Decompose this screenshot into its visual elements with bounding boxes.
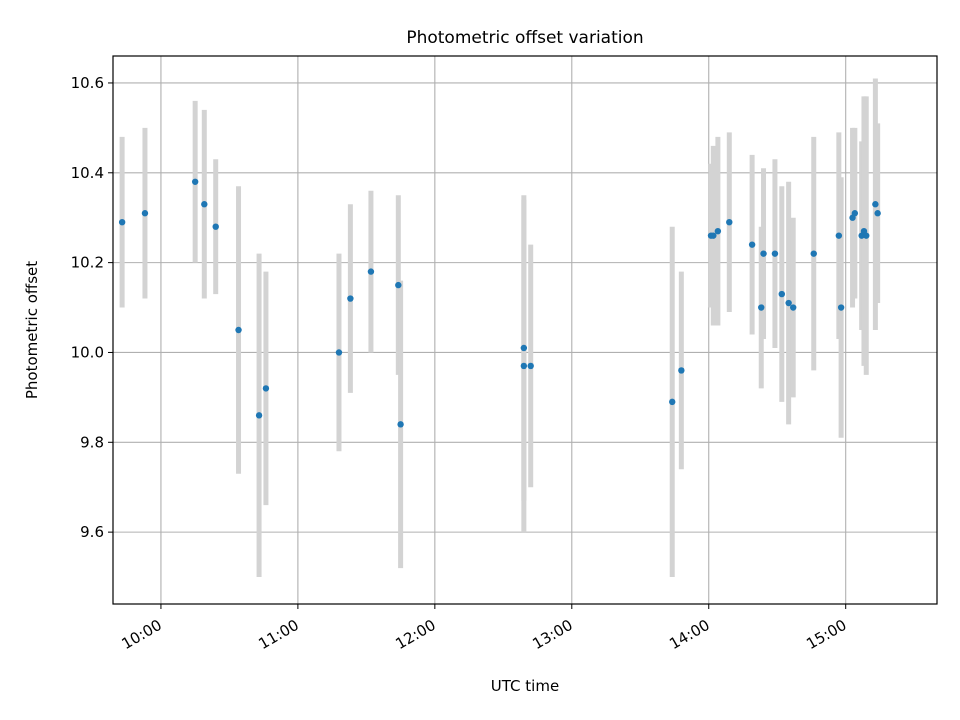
data-point <box>874 210 881 217</box>
data-point <box>212 223 219 230</box>
y-axis: 9.6 9.8 10.0 10.2 10.4 10.6 <box>71 74 113 541</box>
data-point <box>520 362 528 370</box>
y-tick-label: 9.6 <box>80 523 104 541</box>
y-tick-label: 10.0 <box>71 343 104 361</box>
data-point <box>527 362 534 370</box>
data-point <box>785 299 792 307</box>
data-point <box>837 304 845 311</box>
data-point <box>758 304 765 311</box>
data-point <box>678 367 685 374</box>
data-point <box>872 201 879 208</box>
data-point <box>851 210 859 217</box>
chart-title: Photometric offset variation <box>406 28 643 48</box>
y-tick-label: 9.8 <box>80 433 104 451</box>
data-point <box>235 326 242 334</box>
data-point <box>262 385 270 392</box>
data-point <box>760 250 767 257</box>
data-point <box>347 295 354 302</box>
y-tick-label: 10.6 <box>71 74 104 92</box>
data-point <box>835 232 843 239</box>
data-point <box>726 218 733 226</box>
data-point <box>397 421 404 428</box>
data-point <box>789 304 797 311</box>
data-point <box>255 412 263 419</box>
data-point <box>118 218 126 226</box>
data-point <box>191 178 199 185</box>
y-tick-label: 10.4 <box>71 164 104 182</box>
data-point <box>520 344 528 352</box>
data-point <box>710 232 717 239</box>
data-point <box>335 349 343 356</box>
plot-frame <box>112 55 938 605</box>
data-point <box>395 281 402 289</box>
y-axis-label: Photometric offset <box>23 261 41 399</box>
data-point <box>863 232 870 239</box>
y-tick-label: 10.2 <box>71 254 104 272</box>
data-points <box>118 178 881 428</box>
data-point <box>748 241 756 248</box>
data-point <box>669 398 676 406</box>
data-point <box>201 201 208 208</box>
x-axis-label: UTC time <box>491 677 559 695</box>
data-point <box>714 227 722 235</box>
data-point <box>778 290 785 298</box>
data-point <box>367 268 375 275</box>
data-point <box>771 250 779 257</box>
data-point <box>141 210 149 217</box>
data-point <box>810 250 817 257</box>
